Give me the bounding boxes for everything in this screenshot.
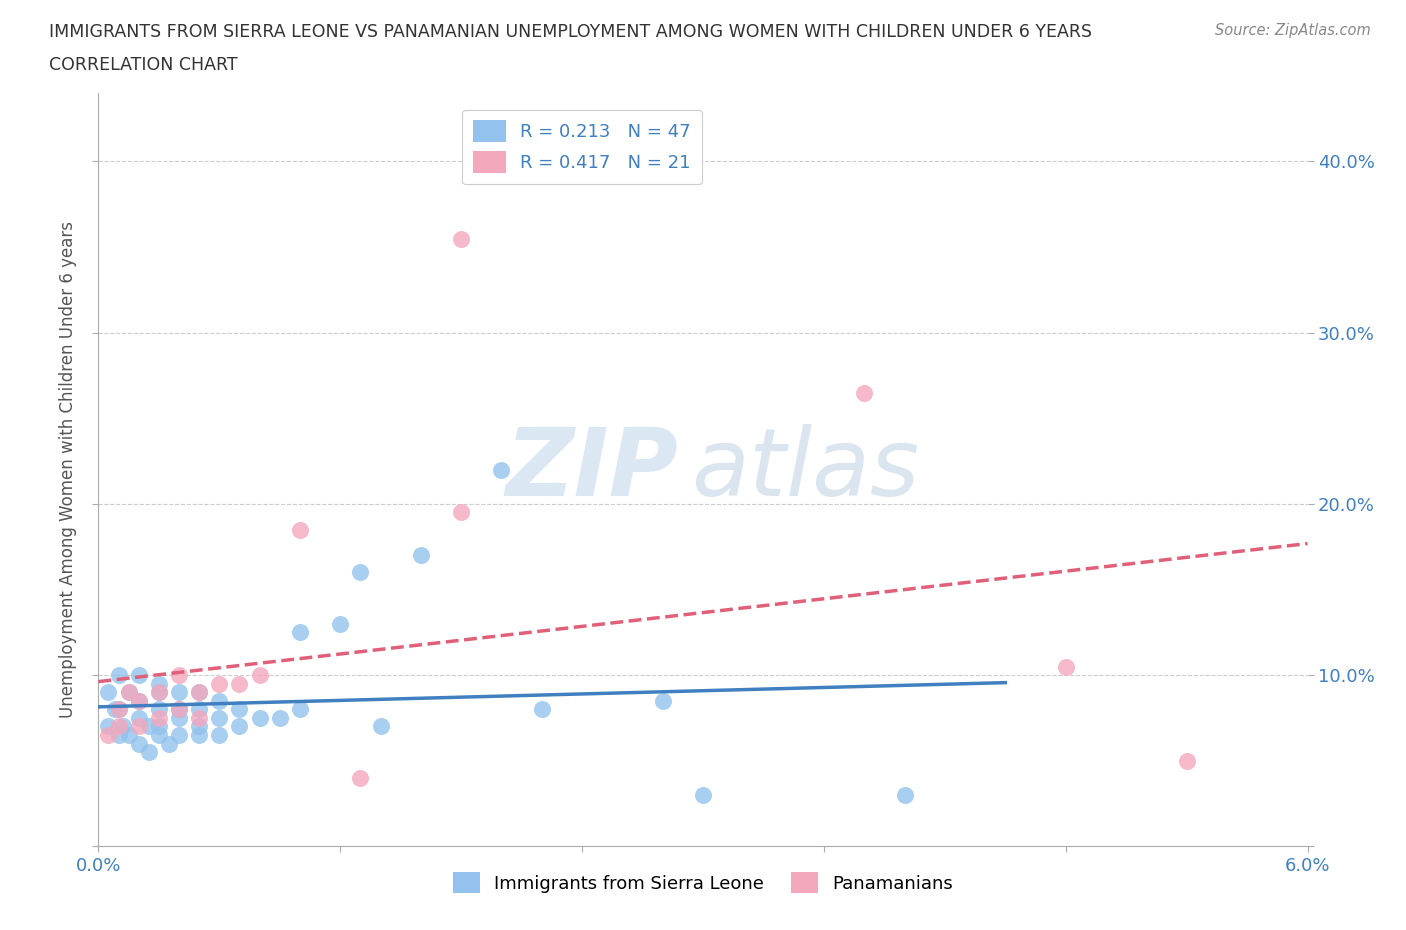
Text: Source: ZipAtlas.com: Source: ZipAtlas.com	[1215, 23, 1371, 38]
Text: ZIP: ZIP	[506, 424, 679, 515]
Point	[692, 788, 714, 803]
Text: IMMIGRANTS FROM SIERRA LEONE VS PANAMANIAN UNEMPLOYMENT AMONG WOMEN WITH CHILDRE: IMMIGRANTS FROM SIERRA LEONE VS PANAMANI…	[49, 23, 1092, 41]
Point	[370, 719, 392, 734]
Point	[853, 385, 876, 400]
Point	[128, 737, 150, 751]
Point	[167, 668, 190, 683]
Point	[148, 727, 170, 742]
Point	[148, 676, 170, 691]
Point	[188, 711, 211, 725]
Y-axis label: Unemployment Among Women with Children Under 6 years: Unemployment Among Women with Children U…	[59, 221, 77, 718]
Point	[651, 694, 673, 709]
Point	[249, 668, 271, 683]
Point	[228, 676, 250, 691]
Point	[228, 719, 250, 734]
Point	[148, 684, 170, 699]
Point	[188, 719, 211, 734]
Point	[167, 684, 190, 699]
Point	[409, 548, 432, 563]
Point	[138, 719, 160, 734]
Point	[167, 711, 190, 725]
Point	[148, 684, 170, 699]
Point	[288, 522, 311, 537]
Point	[107, 702, 129, 717]
Point	[148, 702, 170, 717]
Point	[530, 702, 553, 717]
Point	[103, 702, 125, 717]
Legend: R = 0.213   N = 47, R = 0.417   N = 21: R = 0.213 N = 47, R = 0.417 N = 21	[463, 110, 702, 184]
Point	[188, 727, 211, 742]
Point	[97, 727, 120, 742]
Point	[329, 617, 352, 631]
Point	[228, 702, 250, 717]
Point	[288, 625, 311, 640]
Point	[107, 702, 129, 717]
Point	[208, 711, 231, 725]
Point	[97, 719, 120, 734]
Point	[167, 702, 190, 717]
Point	[349, 770, 371, 785]
Point	[269, 711, 291, 725]
Text: atlas: atlas	[690, 424, 920, 515]
Point	[288, 702, 311, 717]
Legend: Immigrants from Sierra Leone, Panamanians: Immigrants from Sierra Leone, Panamanian…	[446, 865, 960, 900]
Point	[1054, 659, 1077, 674]
Point	[107, 727, 129, 742]
Point	[128, 694, 150, 709]
Point	[128, 719, 150, 734]
Point	[97, 684, 120, 699]
Point	[128, 711, 150, 725]
Point	[107, 668, 129, 683]
Point	[208, 694, 231, 709]
Point	[167, 727, 190, 742]
Point	[138, 745, 160, 760]
Point	[107, 719, 129, 734]
Point	[148, 719, 170, 734]
Point	[249, 711, 271, 725]
Point	[450, 505, 472, 520]
Text: CORRELATION CHART: CORRELATION CHART	[49, 56, 238, 73]
Point	[349, 565, 371, 579]
Point	[157, 737, 180, 751]
Point	[128, 668, 150, 683]
Point	[111, 719, 134, 734]
Point	[118, 684, 141, 699]
Point	[208, 676, 231, 691]
Point	[1175, 753, 1198, 768]
Point	[450, 231, 472, 246]
Point	[188, 684, 211, 699]
Point	[208, 727, 231, 742]
Point	[118, 684, 141, 699]
Point	[118, 727, 141, 742]
Point	[167, 702, 190, 717]
Point	[188, 684, 211, 699]
Point	[893, 788, 915, 803]
Point	[491, 462, 513, 477]
Point	[188, 702, 211, 717]
Point	[128, 694, 150, 709]
Point	[148, 711, 170, 725]
